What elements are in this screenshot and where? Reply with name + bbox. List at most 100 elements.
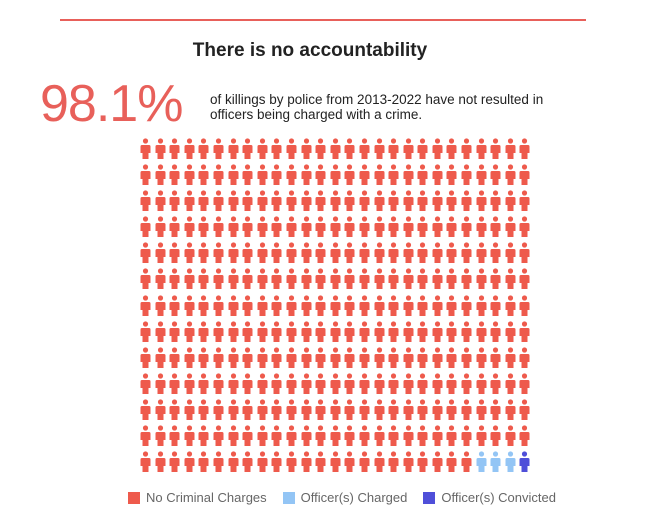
person-icon-no-charges bbox=[184, 242, 199, 268]
person-icon-no-charges bbox=[519, 190, 534, 216]
person-icon-no-charges bbox=[257, 216, 272, 242]
person-icon-no-charges bbox=[257, 164, 272, 190]
person-icon-no-charges bbox=[140, 425, 155, 451]
person-icon-no-charges bbox=[446, 216, 461, 242]
person-icon-no-charges bbox=[490, 294, 505, 321]
person-icon-charged bbox=[505, 451, 520, 477]
person-icon-no-charges bbox=[228, 425, 243, 451]
person-icon-no-charges bbox=[198, 268, 213, 294]
person-icon-no-charges bbox=[169, 216, 184, 242]
person-icon-no-charges bbox=[388, 242, 403, 268]
person-icon-no-charges bbox=[359, 268, 374, 294]
person-icon-no-charges bbox=[432, 242, 447, 268]
person-icon-no-charges bbox=[155, 451, 170, 477]
person-icon-no-charges bbox=[198, 373, 213, 399]
person-icon-no-charges bbox=[198, 190, 213, 216]
person-icon-no-charges bbox=[446, 190, 461, 216]
person-icon-no-charges bbox=[374, 347, 389, 373]
person-icon-no-charges bbox=[505, 294, 520, 321]
person-icon-no-charges bbox=[403, 425, 418, 451]
person-icon-no-charges bbox=[315, 321, 330, 347]
person-icon-no-charges bbox=[490, 242, 505, 268]
person-icon-no-charges bbox=[490, 164, 505, 190]
legend: No Criminal Charges Officer(s) Charged O… bbox=[128, 490, 556, 505]
person-icon-no-charges bbox=[301, 138, 316, 164]
person-icon-no-charges bbox=[228, 242, 243, 268]
person-icon-no-charges bbox=[388, 138, 403, 164]
person-icon-no-charges bbox=[301, 294, 316, 321]
person-icon-no-charges bbox=[242, 268, 257, 294]
person-icon-no-charges bbox=[417, 294, 432, 321]
person-icon-no-charges bbox=[140, 321, 155, 347]
person-icon-no-charges bbox=[461, 399, 476, 425]
person-icon-no-charges bbox=[461, 425, 476, 451]
person-icon-charged bbox=[476, 451, 491, 477]
person-icon-no-charges bbox=[374, 399, 389, 425]
person-icon-no-charges bbox=[257, 399, 272, 425]
person-icon-no-charges bbox=[213, 216, 228, 242]
person-icon-no-charges bbox=[228, 190, 243, 216]
person-icon-no-charges bbox=[330, 294, 345, 321]
person-icon-no-charges bbox=[155, 268, 170, 294]
person-icon-no-charges bbox=[155, 425, 170, 451]
person-icon-no-charges bbox=[315, 425, 330, 451]
person-icon-no-charges bbox=[505, 190, 520, 216]
person-icon-no-charges bbox=[403, 399, 418, 425]
person-icon-no-charges bbox=[184, 268, 199, 294]
person-icon-no-charges bbox=[213, 268, 228, 294]
person-icon-no-charges bbox=[359, 321, 374, 347]
person-icon-no-charges bbox=[403, 242, 418, 268]
person-icon-no-charges bbox=[359, 190, 374, 216]
person-icon-no-charges bbox=[301, 399, 316, 425]
person-icon-no-charges bbox=[169, 242, 184, 268]
person-icon-no-charges bbox=[257, 190, 272, 216]
person-icon-no-charges bbox=[374, 138, 389, 164]
person-icon-no-charges bbox=[388, 190, 403, 216]
person-icon-no-charges bbox=[461, 451, 476, 477]
person-icon-no-charges bbox=[301, 190, 316, 216]
person-icon-no-charges bbox=[242, 294, 257, 321]
person-icon-no-charges bbox=[198, 138, 213, 164]
person-icon-no-charges bbox=[403, 294, 418, 321]
person-icon-no-charges bbox=[505, 373, 520, 399]
person-icon-no-charges bbox=[155, 294, 170, 321]
person-icon-no-charges bbox=[330, 268, 345, 294]
person-icon-no-charges bbox=[140, 373, 155, 399]
person-icon-no-charges bbox=[359, 294, 374, 321]
person-icon-no-charges bbox=[388, 216, 403, 242]
person-icon-no-charges bbox=[490, 347, 505, 373]
person-icon-no-charges bbox=[198, 451, 213, 477]
person-icon-no-charges bbox=[155, 242, 170, 268]
person-icon-no-charges bbox=[301, 216, 316, 242]
person-icon-no-charges bbox=[432, 451, 447, 477]
person-icon-no-charges bbox=[505, 268, 520, 294]
person-icon-no-charges bbox=[315, 294, 330, 321]
person-icon-no-charges bbox=[519, 268, 534, 294]
person-icon-no-charges bbox=[476, 138, 491, 164]
person-icon-no-charges bbox=[344, 399, 359, 425]
person-icon-no-charges bbox=[286, 138, 301, 164]
person-icon-no-charges bbox=[519, 164, 534, 190]
person-icon-no-charges bbox=[228, 321, 243, 347]
person-icon-no-charges bbox=[417, 321, 432, 347]
legend-label: No Criminal Charges bbox=[146, 490, 267, 505]
person-icon-no-charges bbox=[257, 294, 272, 321]
person-icon-no-charges bbox=[330, 451, 345, 477]
person-icon-no-charges bbox=[169, 399, 184, 425]
person-icon-no-charges bbox=[446, 425, 461, 451]
person-icon-no-charges bbox=[374, 190, 389, 216]
person-icon-no-charges bbox=[213, 164, 228, 190]
person-icon-no-charges bbox=[198, 399, 213, 425]
person-icon-no-charges bbox=[505, 164, 520, 190]
person-icon-no-charges bbox=[155, 347, 170, 373]
person-icon-no-charges bbox=[213, 138, 228, 164]
person-icon-no-charges bbox=[330, 190, 345, 216]
person-icon-no-charges bbox=[286, 268, 301, 294]
person-icon-no-charges bbox=[432, 190, 447, 216]
person-icon-no-charges bbox=[242, 164, 257, 190]
person-icon-no-charges bbox=[330, 138, 345, 164]
person-icon-no-charges bbox=[213, 399, 228, 425]
person-icon-no-charges bbox=[490, 321, 505, 347]
person-icon-no-charges bbox=[271, 294, 286, 321]
person-icon-no-charges bbox=[446, 164, 461, 190]
